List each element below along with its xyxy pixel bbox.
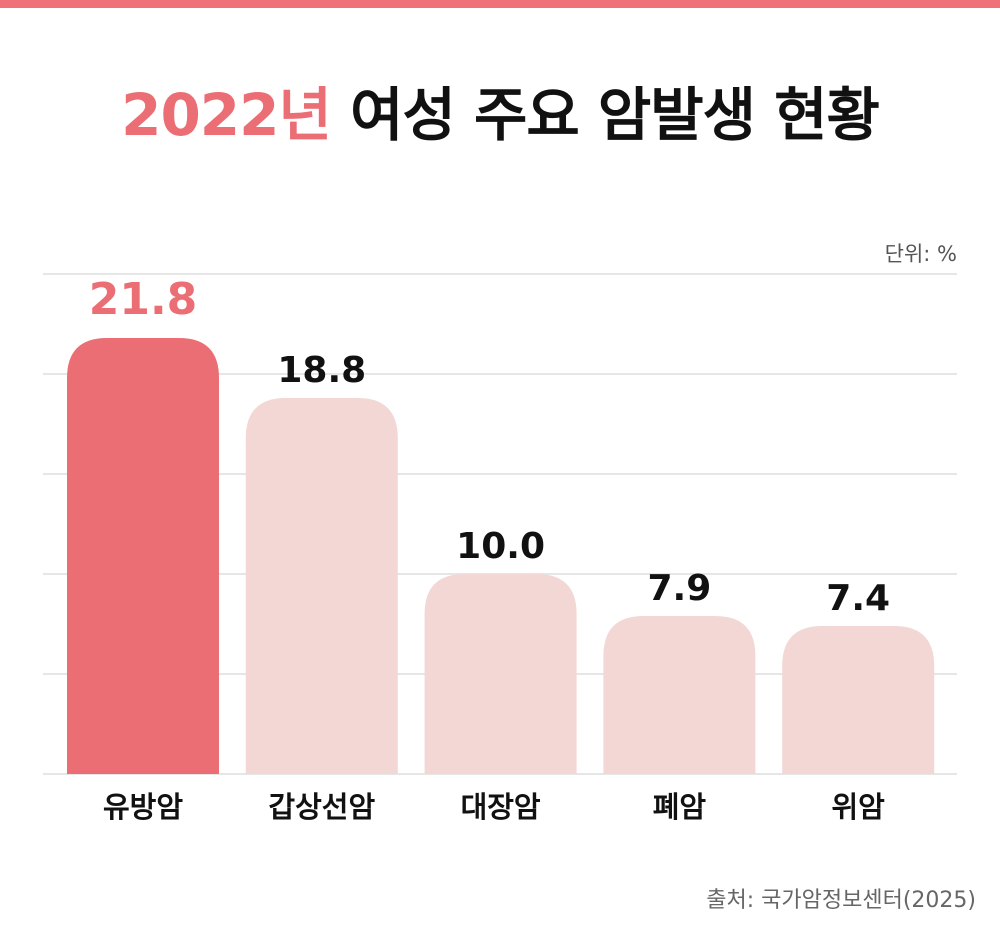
title-text: 여성 주요 암발생 현황 — [330, 81, 880, 149]
bar — [424, 574, 577, 774]
value-label: 21.8 — [89, 274, 198, 325]
top-accent-bar — [0, 0, 1000, 8]
category-label: 대장암 — [461, 790, 541, 824]
bar — [782, 626, 935, 774]
value-label: 18.8 — [277, 350, 366, 391]
value-label: 10.0 — [456, 526, 545, 567]
unit-label: 단위: % — [884, 242, 957, 266]
category-label: 위암 — [832, 790, 886, 824]
bar — [245, 398, 398, 774]
bar — [603, 616, 756, 774]
value-label: 7.9 — [648, 568, 712, 609]
source-note: 출처: 국가암정보센터(2025) — [706, 888, 976, 913]
page-title: 2022년 여성 주요 암발생 현황 — [0, 68, 1000, 152]
value-label: 7.4 — [826, 578, 890, 619]
category-label: 유방암 — [103, 790, 183, 824]
category-label: 폐암 — [653, 790, 707, 824]
bar — [67, 338, 219, 774]
category-label: 갑상선암 — [268, 790, 375, 824]
title-year: 2022년 — [121, 81, 332, 149]
